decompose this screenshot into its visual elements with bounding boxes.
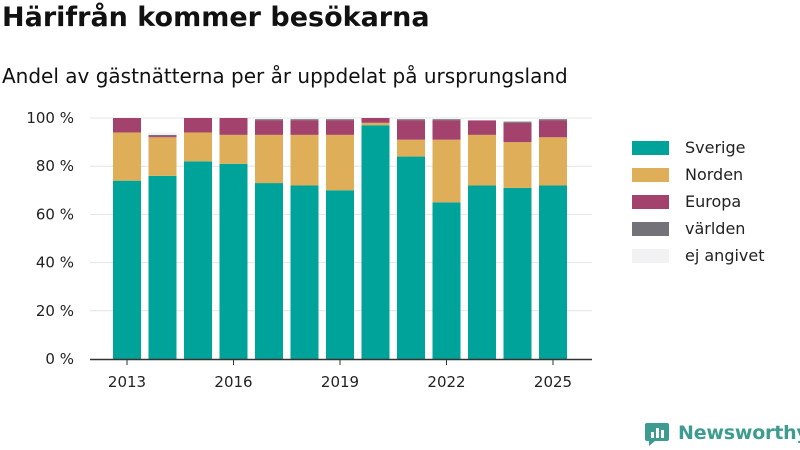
bars — [113, 118, 567, 359]
bar-segment-europa — [113, 118, 141, 133]
brand-name: Newsworthy — [678, 422, 800, 444]
bar-segment-norden — [326, 134, 354, 191]
bar-segment-världen — [255, 119, 283, 121]
legend-label: världen — [685, 219, 746, 238]
bar-segment-europa — [432, 120, 461, 140]
bar-segment-sverige — [539, 185, 567, 359]
bar-segment-världen — [326, 119, 354, 121]
y-tick-label: 80 % — [36, 157, 74, 175]
x-tick-label: 2022 — [427, 373, 465, 391]
legend-item: Norden — [632, 161, 765, 188]
y-tick-label: 40 % — [36, 254, 74, 272]
axes: 0 % 20 % 40 % 60 % 80 % 100 % 2013 2016 2019 2022… — [26, 109, 592, 391]
legend-label: Europa — [685, 192, 742, 211]
bar-segment-europa — [539, 120, 567, 138]
x-tick-label: 2019 — [321, 373, 359, 391]
bar-segment-sverige — [503, 187, 532, 359]
bar-segment-europa — [361, 118, 390, 123]
bar-segment-ej-angivet — [148, 132, 177, 135]
bar-segment-europa — [184, 118, 212, 133]
newsworthy-logo-icon — [645, 423, 669, 446]
x-tick-label: 2013 — [108, 373, 146, 391]
bar-segment-norden — [255, 134, 283, 184]
bar-segment-europa — [326, 120, 354, 135]
legend-item: Europa — [632, 188, 765, 215]
bar-segment-världen — [503, 121, 532, 123]
legend-label: Norden — [685, 165, 744, 184]
bar-segment-norden — [219, 134, 248, 164]
legend-label: ej angivet — [685, 246, 765, 265]
x-tick-label: 2025 — [534, 373, 572, 391]
legend-item: världen — [632, 215, 765, 242]
bar-segment-världen — [397, 119, 425, 121]
bar-segment-europa — [255, 120, 283, 135]
x-tick-label: 2016 — [214, 373, 252, 391]
legend-swatch — [632, 221, 669, 236]
bar-segment-norden — [290, 134, 319, 186]
chart-title: Härifrån kommer besökarna — [2, 2, 430, 33]
bar-segment-norden — [361, 122, 390, 126]
bar-segment-världen — [290, 119, 319, 121]
bar-segment-sverige — [432, 202, 461, 359]
bar-segment-norden — [503, 142, 532, 188]
bar-segment-europa — [148, 136, 177, 138]
y-tick-label: 60 % — [36, 205, 74, 223]
bar-segment-sverige — [361, 125, 390, 359]
bar-segment-norden — [148, 137, 177, 176]
legend-item: Sverige — [632, 134, 765, 161]
legend-swatch — [632, 248, 669, 263]
bar-segment-världen — [539, 119, 567, 121]
bar-segment-norden — [539, 137, 567, 186]
bar-segment-norden — [468, 134, 496, 186]
legend-swatch — [632, 140, 669, 155]
y-tick-label: 20 % — [36, 302, 74, 320]
bar-segment-europa — [503, 122, 532, 143]
bar-segment-världen — [432, 119, 461, 121]
bar-segment-europa — [219, 118, 248, 135]
bar-segment-sverige — [148, 175, 177, 359]
bar-segment-sverige — [290, 185, 319, 359]
y-tick-label: 100 % — [26, 109, 74, 127]
bar-segment-norden — [397, 139, 425, 157]
chart-subtitle: Andel av gästnätterna per år uppdelat på… — [2, 64, 568, 88]
bar-segment-europa — [290, 120, 319, 135]
bar-segment-norden — [432, 139, 461, 203]
brand: Newsworthy — [644, 420, 800, 446]
legend-swatch — [632, 167, 669, 182]
bar-segment-europa — [468, 120, 496, 135]
y-tick-label: 0 % — [45, 350, 74, 368]
bar-segment-världen — [148, 134, 177, 137]
bar-segment-norden — [184, 132, 212, 162]
legend-label: Sverige — [685, 138, 746, 157]
legend-item: ej angivet — [632, 242, 765, 269]
bar-segment-sverige — [397, 156, 425, 359]
bar-segment-sverige — [184, 161, 212, 359]
bar-segment-sverige — [219, 163, 248, 359]
bar-segment-sverige — [113, 180, 141, 359]
bar-segment-norden — [113, 132, 141, 181]
bar-segment-sverige — [255, 183, 283, 359]
legend-swatch — [632, 194, 669, 209]
bar-segment-sverige — [468, 185, 496, 359]
bar-segment-sverige — [326, 190, 354, 359]
bar-segment-europa — [397, 120, 425, 140]
legend: Sverige Norden Europa världen ej angivet — [632, 134, 765, 269]
